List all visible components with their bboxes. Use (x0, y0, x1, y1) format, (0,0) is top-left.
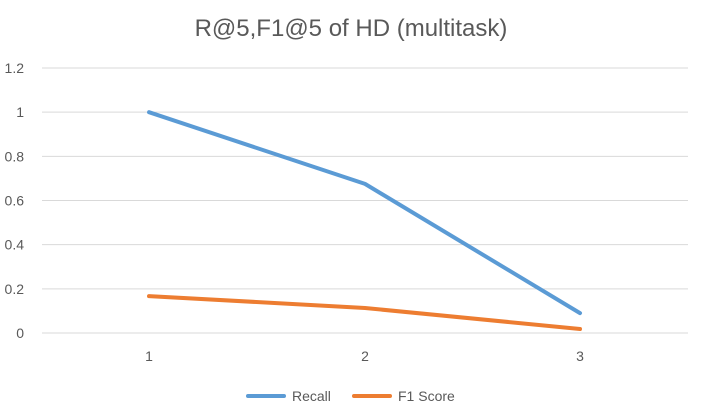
legend-label: Recall (292, 388, 331, 404)
x-tick-label: 1 (145, 348, 153, 364)
legend-item: Recall (246, 388, 331, 404)
series-line-f1-score (147, 294, 582, 331)
legend: Recall F1 Score (246, 388, 455, 404)
y-tick-label: 0.8 (5, 148, 25, 164)
legend-label: F1 Score (398, 388, 455, 404)
y-tick-label: 0 (16, 325, 24, 341)
y-tick-label: 1 (16, 104, 24, 120)
legend-item: F1 Score (352, 388, 455, 404)
x-axis-ticks: 1 2 3 (145, 348, 584, 364)
chart-title: R@5,F1@5 of HD (multitask) (195, 15, 508, 42)
y-tick-label: 0.4 (5, 237, 25, 253)
x-tick-label: 2 (361, 348, 369, 364)
series-lines (147, 110, 582, 331)
series-line-recall (147, 110, 582, 316)
y-axis-ticks: 0 0.2 0.4 0.6 0.8 1 1.2 (5, 60, 25, 341)
gridlines (42, 67, 688, 334)
x-tick-label: 3 (576, 348, 584, 364)
y-tick-label: 1.2 (5, 60, 25, 76)
y-tick-label: 0.6 (5, 193, 25, 209)
y-tick-label: 0.2 (5, 281, 25, 297)
